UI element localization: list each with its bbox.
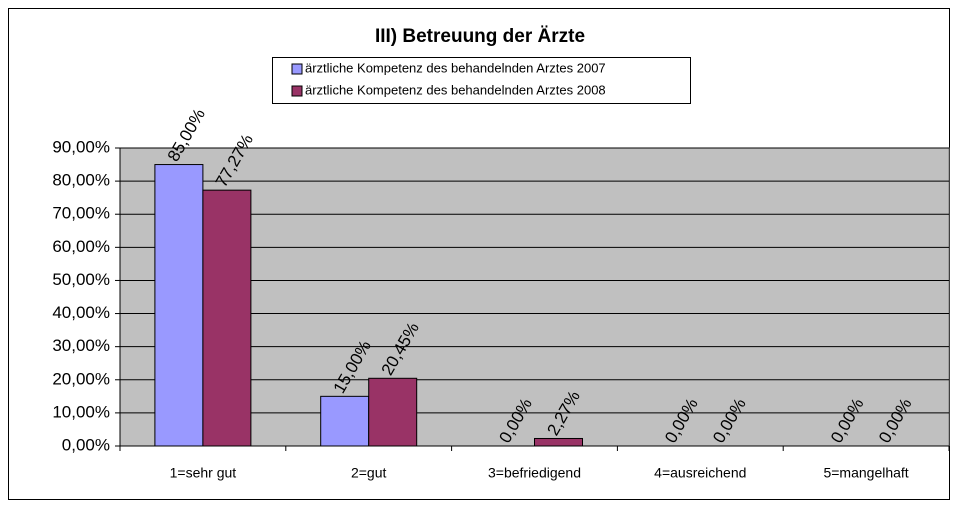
x-tick-label: 3=befriedigend <box>488 465 581 481</box>
legend-box <box>272 57 691 104</box>
legend-swatch <box>291 85 303 97</box>
y-tick-label: 0,00% <box>62 435 110 454</box>
bar <box>320 395 370 447</box>
legend-swatch <box>291 63 303 75</box>
y-tick-label: 10,00% <box>52 402 110 421</box>
x-tick-label: 2=gut <box>351 465 387 481</box>
y-tick-label: 50,00% <box>52 270 110 289</box>
y-tick-label: 70,00% <box>52 204 110 223</box>
y-tick-label: 80,00% <box>52 171 110 190</box>
bar <box>534 437 583 447</box>
bar <box>202 189 252 447</box>
y-tick-label: 40,00% <box>52 303 110 322</box>
y-tick-label: 90,00% <box>52 137 110 156</box>
plot-area <box>119 147 950 447</box>
bar <box>154 164 204 447</box>
bar <box>368 377 418 447</box>
legend-label: ärztliche Kompetenz des behandelnden Arz… <box>305 60 606 75</box>
x-tick-label: 5=mangelhaft <box>823 465 908 481</box>
y-tick-label: 30,00% <box>52 336 110 355</box>
y-tick-label: 20,00% <box>52 369 110 388</box>
x-tick-label: 4=ausreichend <box>654 465 746 481</box>
legend-label: ärztliche Kompetenz des behandelnden Arz… <box>305 82 606 97</box>
chart-title: III) Betreuung der Ärzte <box>375 26 585 47</box>
x-tick-label: 1=sehr gut <box>170 465 237 481</box>
y-tick-label: 60,00% <box>52 237 110 256</box>
